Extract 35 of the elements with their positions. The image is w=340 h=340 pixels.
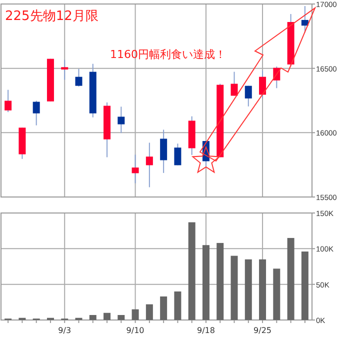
candlestick [174,143,182,166]
bar [301,252,308,320]
bar [216,242,224,320]
bar [174,291,182,320]
bar [244,259,252,320]
candlestick [75,68,82,87]
x-tick-label: 9/25 [254,326,272,335]
bar [188,222,196,320]
chart-title: 225先物12月限 [5,9,98,24]
bar [287,238,294,320]
bar [89,315,96,320]
x-tick-label: 9/3 [58,326,72,335]
candlestick [160,129,168,174]
candlestick [4,89,12,113]
candlestick [259,70,266,99]
candlestick [132,154,139,184]
annotation: 1160円幅利食い達成！ [110,48,226,61]
bar [132,309,139,320]
candlestick [230,71,238,96]
x-tick-label: 9/10 [126,326,144,335]
bar [259,259,266,320]
bar [230,256,238,320]
x-tick-label: 9/18 [196,326,215,335]
candlestick [118,106,125,134]
candlestick [32,100,40,126]
candlestick [146,142,153,188]
bar [118,315,125,320]
bar [104,312,111,320]
bar [146,304,153,320]
candlestick [244,85,252,107]
bar [202,245,210,320]
candlestick [61,59,68,80]
candlestick [301,6,308,34]
bar [273,268,280,320]
bar [160,296,168,320]
